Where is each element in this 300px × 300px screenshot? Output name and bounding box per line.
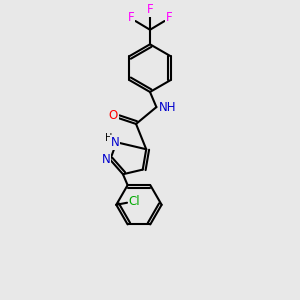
Text: N: N xyxy=(102,153,110,166)
Text: O: O xyxy=(109,109,118,122)
Text: F: F xyxy=(147,4,153,16)
Text: NH: NH xyxy=(159,100,176,114)
Text: H: H xyxy=(105,133,112,143)
Text: F: F xyxy=(128,11,134,24)
Text: F: F xyxy=(166,11,172,24)
Text: Cl: Cl xyxy=(129,195,140,208)
Text: N: N xyxy=(111,136,119,149)
